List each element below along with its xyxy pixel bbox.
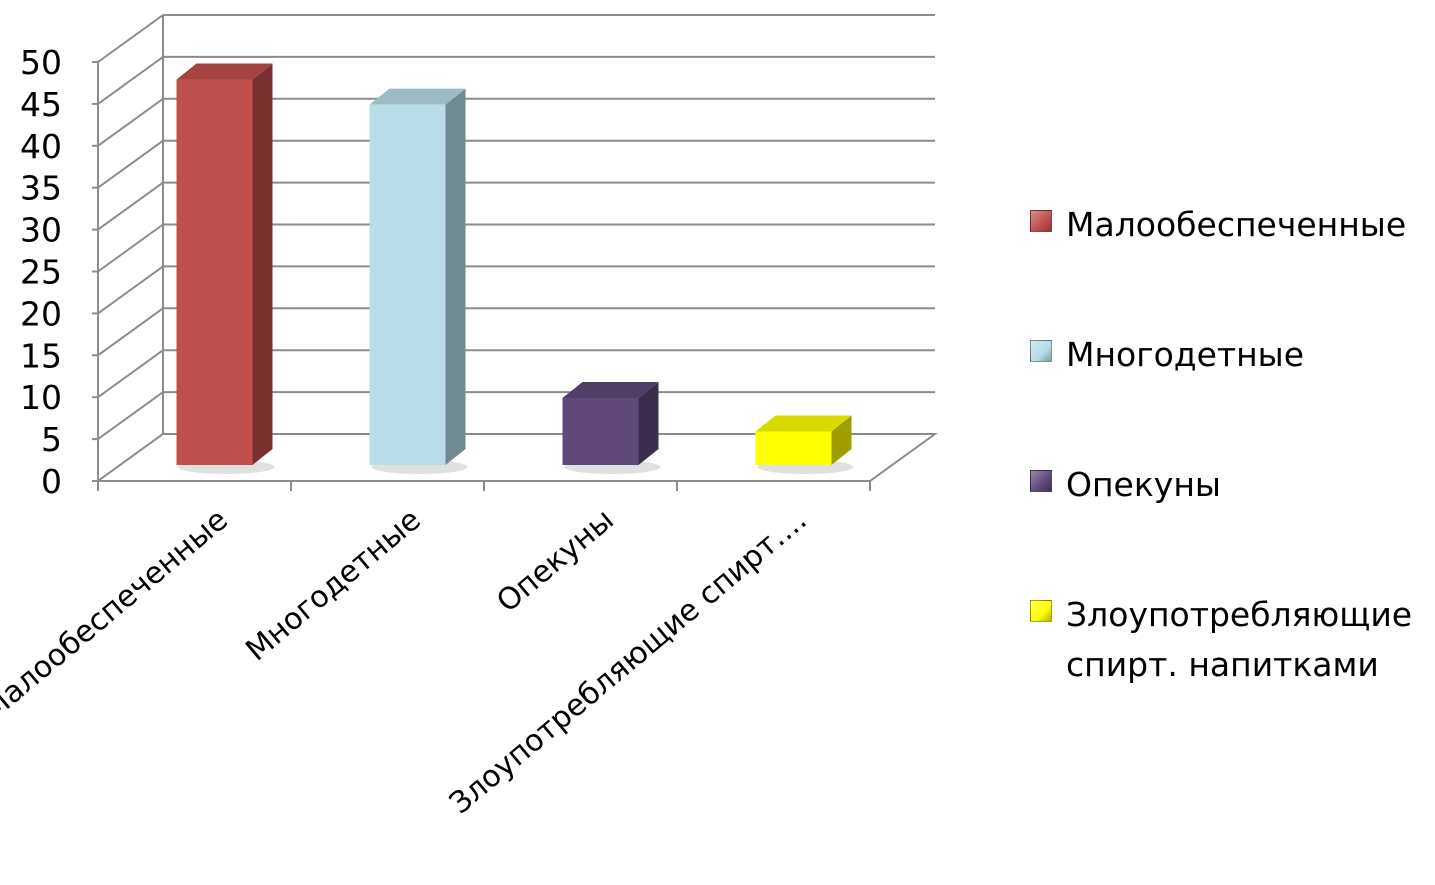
gridlines [94, 14, 939, 482]
bar-top [562, 381, 659, 398]
gridline-side [97, 139, 164, 189]
gridline-side [97, 56, 164, 105]
legend-item: Опекуны [1030, 460, 1426, 510]
legend-swatch [1030, 340, 1052, 362]
bar [369, 88, 468, 474]
bar-side [831, 415, 852, 465]
bar-side [252, 63, 273, 466]
legend-swatch [1030, 210, 1052, 232]
y-tick-label: 40 [20, 127, 62, 166]
y-tick-label: 10 [20, 378, 62, 417]
x-category-label: Многодетные [239, 502, 427, 668]
bar-front [176, 79, 253, 466]
gridline-side [97, 97, 164, 147]
legend-swatch [1030, 600, 1052, 622]
legend-label: Многодетные [1066, 335, 1305, 374]
bar-top [755, 415, 852, 432]
y-tick-label: 5 [41, 420, 62, 459]
y-tick-label: 35 [20, 169, 62, 208]
bar-top [369, 88, 466, 105]
gridline-side [97, 181, 164, 231]
y-tick-label: 45 [20, 85, 62, 124]
x-axis: Малообеспеченные Многодетные ОпекуныЗлоупо… [0, 480, 871, 821]
bars [176, 63, 854, 474]
bar-top [176, 63, 273, 80]
gridline-side [97, 265, 164, 315]
bar [562, 381, 661, 474]
bar-front [562, 397, 639, 465]
x-category-label: Малообеспеченные [0, 502, 235, 728]
bar [176, 63, 275, 474]
x-category-label: Опекуны [490, 502, 620, 619]
bar-front [369, 104, 446, 465]
y-tick-label: 15 [20, 336, 62, 375]
legend-label: Малообеспеченные [1066, 205, 1407, 244]
y-tick-label: 0 [41, 462, 62, 501]
bar-side [445, 88, 466, 465]
bar-side [638, 381, 659, 465]
gridline-side [97, 14, 164, 63]
y-tick-label: 20 [20, 294, 62, 333]
y-tick-label: 25 [20, 253, 62, 292]
x-category-label: Злоупотребляющие спирт.... [443, 502, 814, 821]
legend-label: Опекуны [1066, 465, 1221, 504]
legend-item: Злоупотребляющие спирт. напитками [1030, 590, 1426, 690]
y-tick-label: 50 [20, 43, 62, 82]
gridline-side [97, 349, 164, 399]
gridline-side [97, 391, 164, 440]
bar-front [755, 431, 832, 465]
bar [755, 415, 854, 474]
y-tick-label: 30 [20, 211, 62, 250]
legend-item: Малообеспеченные [1030, 200, 1426, 250]
gridline-side [97, 223, 164, 273]
legend-swatch [1030, 470, 1052, 492]
legend-label: Злоупотребляющие спирт. напитками [1066, 595, 1413, 684]
legend-item: Многодетные [1030, 330, 1426, 380]
gridline-side [97, 307, 164, 357]
